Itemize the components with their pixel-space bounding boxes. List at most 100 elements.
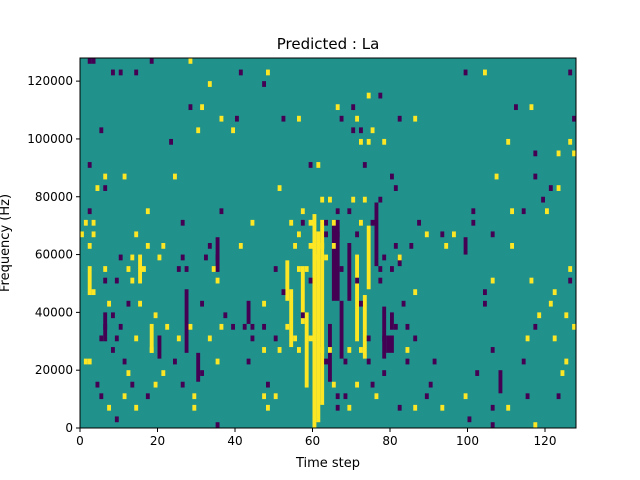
heatmap-cell bbox=[145, 243, 150, 249]
heatmap-cell bbox=[215, 254, 220, 261]
heatmap-cell bbox=[196, 127, 201, 134]
y-tick-label: 0 bbox=[65, 421, 73, 435]
heatmap-cell bbox=[138, 300, 143, 307]
heatmap-cell bbox=[335, 208, 340, 215]
heatmap-cell bbox=[188, 58, 193, 64]
heatmap-cell bbox=[401, 300, 406, 307]
heatmap-cell bbox=[180, 219, 185, 226]
heatmap-cell bbox=[393, 243, 398, 249]
heatmap-band bbox=[463, 237, 468, 255]
heatmap-cell bbox=[463, 69, 468, 76]
heatmap-cell bbox=[382, 138, 387, 145]
y-tick-label: 60000 bbox=[35, 248, 73, 262]
heatmap-cell bbox=[343, 358, 348, 365]
heatmap-cell bbox=[525, 335, 530, 342]
heatmap-cell bbox=[122, 173, 127, 180]
heatmap-cell bbox=[568, 69, 573, 76]
heatmap-cell bbox=[440, 404, 445, 411]
heatmap-band bbox=[339, 300, 344, 359]
heatmap-cell bbox=[312, 254, 317, 261]
heatmap-cell bbox=[320, 347, 325, 353]
heatmap-cell bbox=[114, 416, 119, 423]
heatmap-cell bbox=[231, 323, 236, 330]
heatmap-band bbox=[328, 323, 332, 382]
heatmap-cell bbox=[300, 208, 305, 215]
heatmap-cell bbox=[91, 231, 96, 238]
heatmap-band bbox=[312, 214, 317, 428]
heatmap-cell bbox=[161, 370, 166, 376]
heatmap-cell bbox=[397, 254, 402, 261]
heatmap-cell bbox=[219, 323, 224, 330]
heatmap-cell bbox=[324, 254, 329, 261]
heatmap-cell bbox=[173, 358, 177, 365]
heatmap-cells bbox=[80, 58, 577, 428]
heatmap-cell bbox=[262, 347, 267, 353]
heatmap-cell bbox=[157, 254, 162, 261]
heatmap-cell bbox=[308, 243, 313, 249]
heatmap-cell bbox=[355, 381, 360, 388]
heatmap-band bbox=[246, 300, 251, 324]
heatmap-cell bbox=[355, 231, 360, 238]
heatmap-band bbox=[390, 312, 394, 330]
heatmap-cell bbox=[452, 231, 456, 238]
heatmap-cell bbox=[424, 231, 429, 238]
heatmap-cell bbox=[111, 347, 115, 353]
heatmap-cell bbox=[223, 312, 228, 319]
heatmap-cell bbox=[533, 173, 538, 180]
heatmap-cell bbox=[118, 69, 123, 76]
heatmap-band bbox=[362, 295, 367, 359]
chart-title: Predicted : La bbox=[277, 35, 380, 53]
heatmap-cell bbox=[169, 138, 174, 145]
heatmap-cell bbox=[118, 323, 123, 330]
heatmap-cell bbox=[405, 358, 410, 365]
heatmap-band bbox=[382, 306, 387, 359]
heatmap-cell bbox=[99, 393, 104, 400]
heatmap-cell bbox=[277, 185, 282, 191]
heatmap-cell bbox=[262, 323, 267, 330]
heatmap-cell bbox=[533, 150, 538, 157]
heatmap-cell bbox=[568, 266, 573, 272]
heatmap-cell bbox=[564, 358, 569, 365]
heatmap-cell bbox=[382, 370, 387, 376]
y-tick-label: 20000 bbox=[35, 363, 73, 377]
heatmap-cell bbox=[514, 104, 518, 111]
heatmap-cell bbox=[320, 196, 325, 203]
heatmap-band bbox=[331, 219, 340, 301]
heatmap-cell bbox=[297, 347, 301, 353]
heatmap-cell bbox=[103, 185, 108, 191]
heatmap-cell bbox=[273, 335, 278, 342]
heatmap-cell bbox=[91, 58, 96, 64]
y-tick-label: 120000 bbox=[27, 74, 73, 88]
heatmap-cell bbox=[537, 312, 542, 319]
heatmap-cell bbox=[219, 115, 224, 122]
heatmap-cell bbox=[370, 381, 375, 388]
heatmap-cell bbox=[355, 335, 360, 342]
heatmap-cell bbox=[359, 219, 363, 226]
heatmap-cell bbox=[103, 266, 108, 272]
heatmap-cell bbox=[393, 323, 398, 330]
heatmap-cell bbox=[405, 323, 410, 330]
heatmap-cell bbox=[215, 358, 220, 365]
heatmap-cell bbox=[548, 300, 553, 307]
heatmap-cell bbox=[153, 381, 158, 388]
y-tick-label: 40000 bbox=[35, 305, 73, 319]
heatmap-cell bbox=[366, 138, 371, 145]
heatmap-cell bbox=[207, 81, 212, 87]
heatmap-cell bbox=[335, 231, 340, 238]
heatmap-cell bbox=[235, 115, 239, 122]
heatmap-cell bbox=[176, 335, 181, 342]
heatmap-cell bbox=[417, 219, 422, 226]
heatmap-cell bbox=[122, 358, 127, 365]
x-axis-ticks: 0 20 40 60 80 100 120 bbox=[76, 428, 556, 448]
heatmap-cell bbox=[374, 393, 379, 400]
heatmap-cell bbox=[444, 243, 449, 249]
heatmap-cell bbox=[556, 185, 561, 191]
heatmap-cell bbox=[219, 208, 224, 215]
heatmap-cell bbox=[366, 358, 371, 365]
heatmap-cell bbox=[188, 323, 193, 330]
heatmap-cell bbox=[238, 243, 243, 249]
heatmap-cell bbox=[300, 219, 305, 226]
x-axis-label: Time step bbox=[295, 456, 360, 471]
heatmap-band bbox=[320, 219, 325, 405]
